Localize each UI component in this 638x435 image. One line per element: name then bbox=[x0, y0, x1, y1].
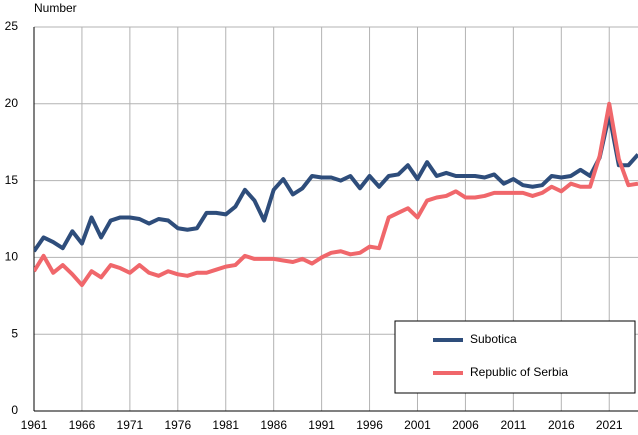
x-tick-label: 2006 bbox=[452, 418, 479, 432]
x-tick-label: 2001 bbox=[404, 418, 431, 432]
x-tick-label: 1976 bbox=[164, 418, 191, 432]
legend-label: Republic of Serbia bbox=[470, 365, 568, 379]
grid: 0 5 10 15 20 25 1961 1966 1971 1976 1981 1986 1991 19… bbox=[5, 19, 638, 432]
x-tick-label: 1986 bbox=[260, 418, 287, 432]
y-tick-label: 20 bbox=[5, 96, 19, 110]
x-tick-label: 2021 bbox=[596, 418, 623, 432]
x-tick-label: 1981 bbox=[212, 418, 239, 432]
y-tick-label: 25 bbox=[5, 19, 19, 33]
x-tick-label: 2011 bbox=[500, 418, 526, 432]
legend: Subotica Republic of Serbia bbox=[394, 320, 636, 394]
x-tick-label: 1996 bbox=[356, 418, 383, 432]
x-tick-label: 1961 bbox=[21, 418, 48, 432]
legend-label: Subotica bbox=[470, 332, 517, 346]
y-tick-label: 0 bbox=[11, 403, 18, 417]
x-tick-label: 1966 bbox=[69, 418, 96, 432]
y-tick-label: 10 bbox=[5, 250, 19, 264]
y-tick-label: 5 bbox=[11, 326, 18, 340]
legend-box bbox=[394, 320, 636, 394]
x-tick-label: 1991 bbox=[308, 418, 335, 432]
series-line bbox=[34, 112, 638, 253]
y-tick-label: 15 bbox=[5, 173, 19, 187]
series-line bbox=[34, 101, 638, 288]
x-tick-label: 2016 bbox=[548, 418, 575, 432]
lines bbox=[34, 101, 638, 288]
x-tick-label: 1971 bbox=[117, 418, 144, 432]
y-axis-label: Number bbox=[34, 1, 77, 15]
